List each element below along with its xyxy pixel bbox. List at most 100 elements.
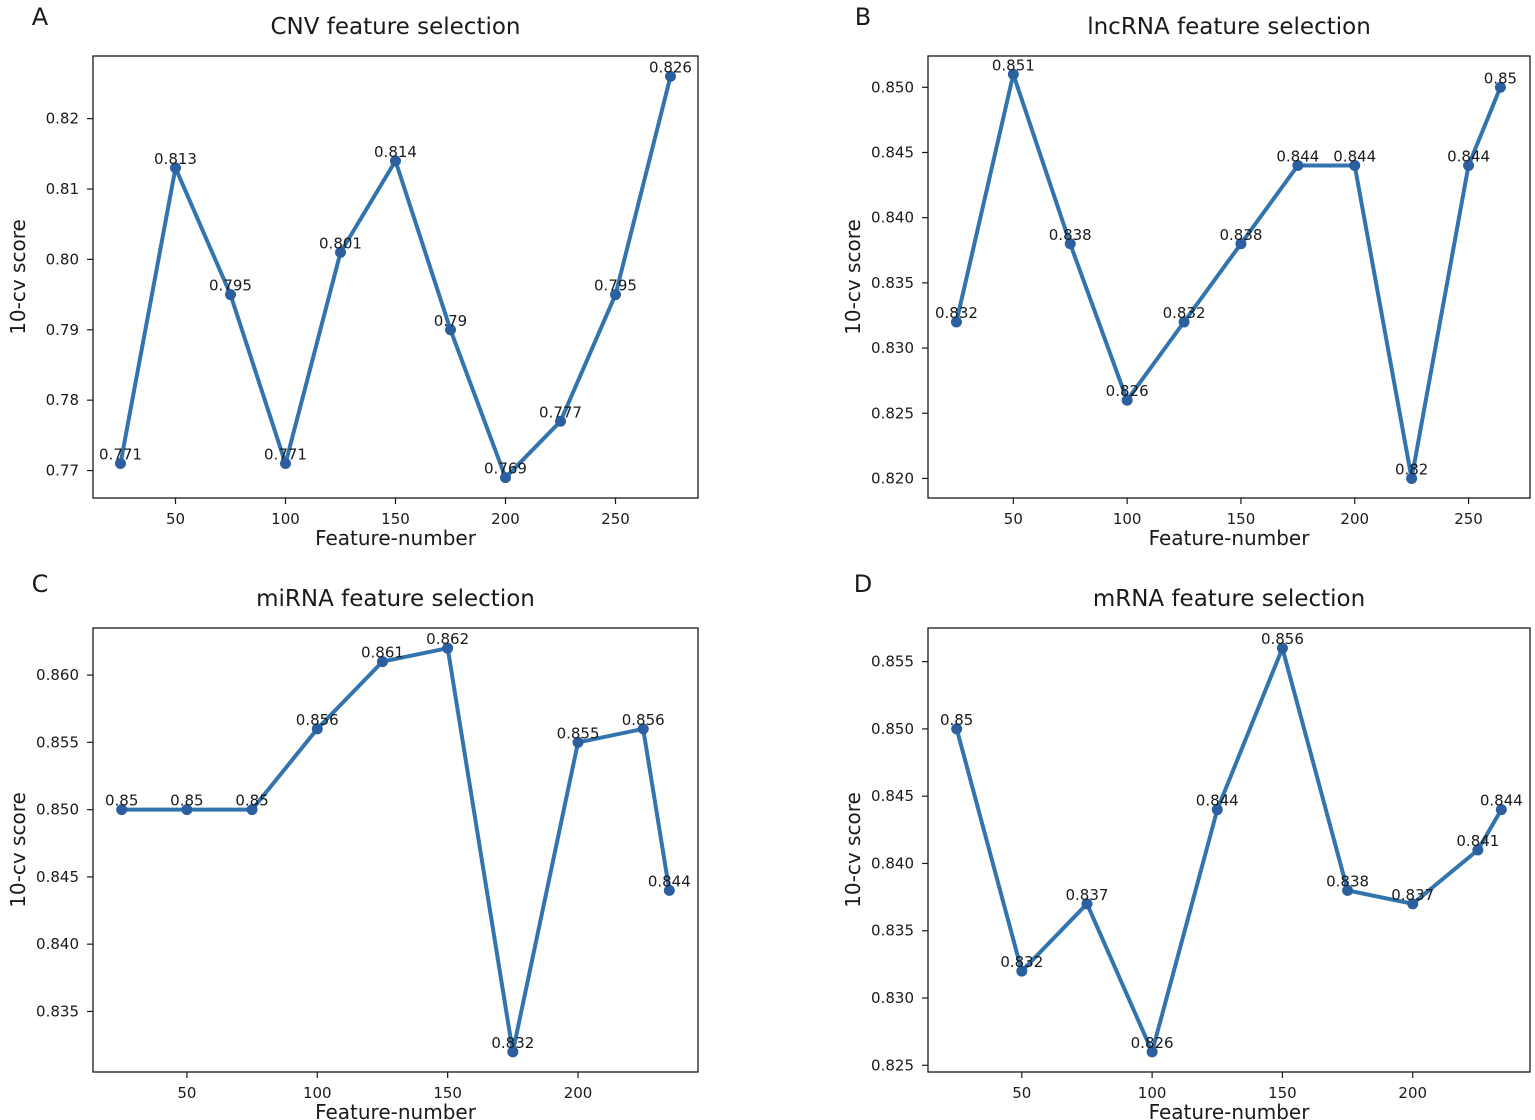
data-point: [335, 246, 346, 258]
x-tick-label: 250: [1454, 510, 1483, 528]
y-axis-label: 10-cv score: [6, 219, 30, 335]
data-label: 0.838: [1049, 226, 1092, 244]
data-label: 0.85: [105, 792, 138, 810]
data-label: 0.844: [648, 872, 691, 890]
y-tick-label: 0.860: [36, 666, 79, 684]
data-label: 0.769: [484, 460, 527, 478]
y-tick-label: 0.835: [871, 274, 914, 292]
chart-title: miRNA feature selection: [256, 586, 535, 612]
panel-letter: A: [32, 3, 49, 31]
data-point: [311, 723, 323, 735]
data-label: 0.832: [1000, 953, 1043, 971]
series-line: [954, 646, 1504, 1054]
data-point: [376, 656, 388, 668]
data-point: [572, 736, 584, 748]
y-tick-label: 0.825: [871, 404, 914, 422]
x-tick-label: 100: [1138, 1084, 1167, 1102]
data-label: 0.844: [1276, 148, 1319, 166]
y-tick-label: 0.845: [871, 787, 914, 805]
data-label: 0.844: [1333, 148, 1376, 166]
y-tick-label: 0.835: [36, 1002, 79, 1020]
data-point: [115, 458, 126, 470]
data-point: [1007, 68, 1019, 80]
data-label: 0.826: [649, 58, 692, 76]
data-label: 0.795: [594, 277, 637, 295]
y-tick-label: 0.840: [871, 854, 914, 872]
data-label: 0.855: [557, 724, 600, 742]
x-tick-label: 200: [1398, 1084, 1427, 1102]
x-tick-label: 200: [491, 510, 520, 528]
data-label: 0.838: [1219, 226, 1262, 244]
data-label: 0.844: [1480, 792, 1523, 810]
x-tick-label: 50: [1012, 1084, 1031, 1102]
data-label: 0.837: [1065, 886, 1108, 904]
data-point: [225, 289, 236, 301]
data-point: [610, 289, 621, 301]
data-label: 0.841: [1456, 832, 1499, 850]
y-tick-label: 0.850: [871, 720, 914, 738]
data-point: [1342, 884, 1354, 896]
y-tick-label: 0.830: [871, 989, 914, 1007]
data-point: [500, 472, 511, 484]
data-point: [1407, 898, 1419, 910]
data-label: 0.851: [992, 56, 1035, 74]
data-point: [507, 1046, 519, 1058]
data-label: 0.85: [1484, 69, 1517, 87]
x-tick-label: 150: [1227, 510, 1256, 528]
data-label: 0.82: [1395, 460, 1428, 478]
data-point: [1211, 804, 1223, 816]
data-label: 0.856: [296, 711, 339, 729]
y-tick-label: 0.830: [871, 339, 914, 357]
data-label: 0.79: [434, 312, 467, 330]
x-tick-label: 100: [271, 510, 300, 528]
x-tick-label: 150: [1268, 1084, 1297, 1102]
data-label: 0.837: [1391, 886, 1434, 904]
y-tick-label: 0.79: [46, 321, 79, 339]
data-label: 0.832: [1163, 304, 1206, 322]
plot-frame: [927, 55, 1531, 499]
data-point: [390, 155, 401, 167]
data-label: 0.862: [426, 630, 469, 648]
data-point: [442, 642, 454, 654]
data-label: 0.844: [1447, 148, 1490, 166]
x-tick-label: 200: [1340, 510, 1369, 528]
data-point: [1472, 844, 1484, 856]
data-label: 0.826: [1131, 1034, 1174, 1052]
data-point: [1495, 804, 1507, 816]
y-tick-label: 0.825: [871, 1056, 914, 1074]
y-tick-label: 0.850: [871, 78, 914, 96]
data-point: [950, 316, 962, 328]
y-tick-label: 0.78: [46, 391, 79, 409]
data-point: [1081, 898, 1093, 910]
data-point: [1406, 472, 1418, 484]
chart-title: CNV feature selection: [270, 14, 520, 40]
x-tick-label: 200: [564, 1084, 593, 1102]
x-tick-label: 50: [166, 510, 185, 528]
data-label: 0.838: [1326, 872, 1369, 890]
plot-frame: [927, 627, 1531, 1073]
data-label: 0.777: [539, 403, 582, 421]
data-point: [445, 324, 456, 336]
y-tick-label: 0.835: [871, 922, 914, 940]
y-tick-label: 0.840: [871, 209, 914, 227]
panel-letter: C: [32, 570, 49, 598]
x-axis-label: Feature-number: [315, 1100, 477, 1120]
y-tick-label: 0.855: [871, 653, 914, 671]
data-point: [1121, 394, 1133, 406]
data-label: 0.856: [1261, 630, 1304, 648]
data-point: [280, 458, 291, 470]
x-axis-label: Feature-number: [315, 526, 477, 550]
panel-letter: B: [855, 3, 871, 31]
data-label: 0.832: [935, 304, 978, 322]
data-point: [1178, 316, 1190, 328]
data-point: [951, 723, 963, 735]
panel-letter: D: [854, 570, 872, 598]
chart-title: mRNA feature selection: [1093, 586, 1365, 612]
series-line: [118, 74, 673, 480]
data-point: [116, 804, 128, 816]
data-point: [1276, 642, 1288, 654]
data-label: 0.813: [154, 150, 197, 168]
x-tick-label: 150: [433, 1084, 462, 1102]
